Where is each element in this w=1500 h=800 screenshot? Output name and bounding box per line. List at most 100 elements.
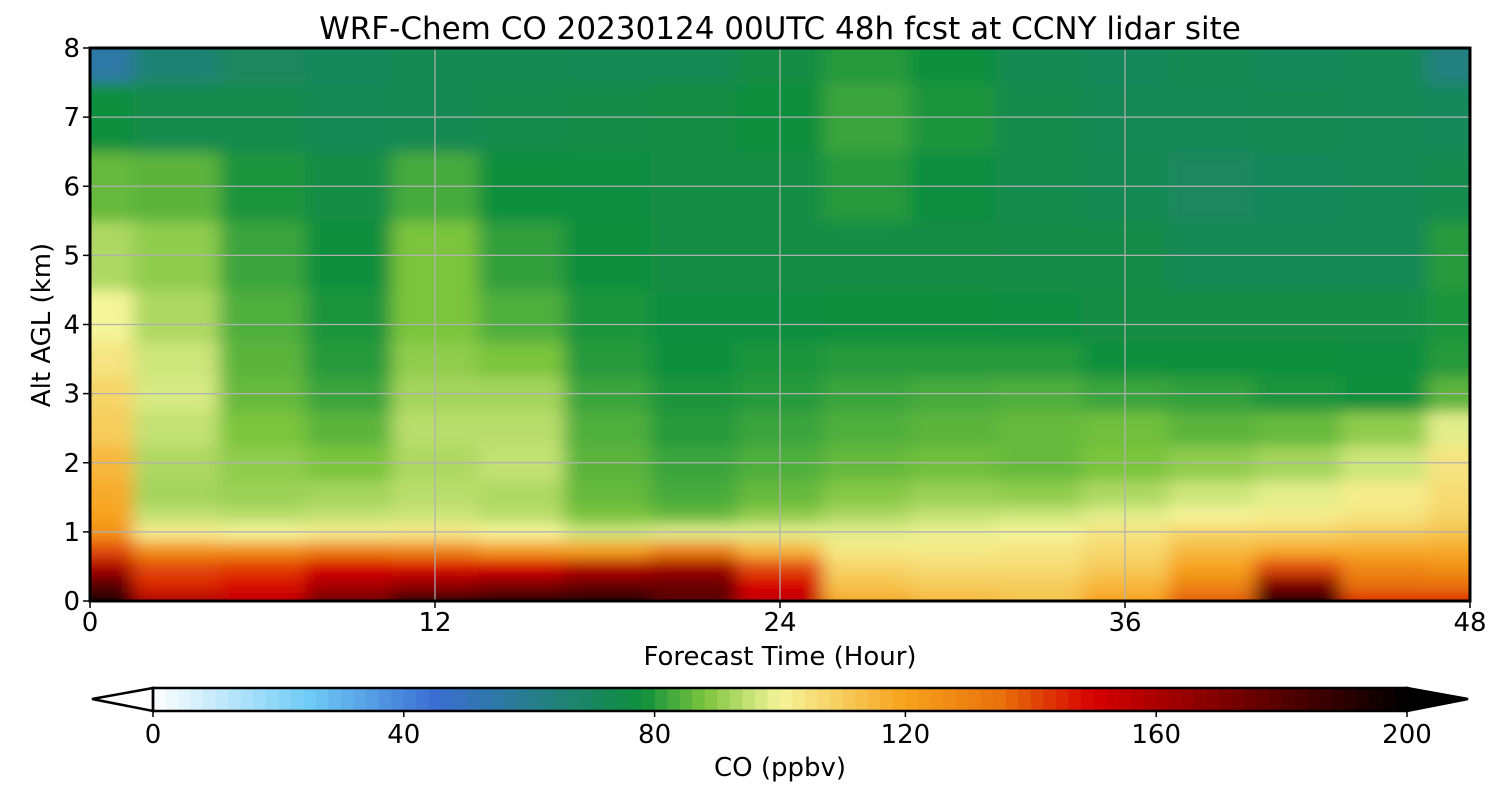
heatmap-cell xyxy=(823,410,911,447)
heatmap-cell xyxy=(305,592,393,601)
heatmap-cell xyxy=(478,540,566,559)
heatmap-cell xyxy=(1340,540,1428,559)
colorbar-segment xyxy=(1080,688,1095,711)
colorbar-tick-label: 80 xyxy=(638,720,671,750)
colorbar-segment xyxy=(190,688,204,711)
colorbar-segment xyxy=(416,688,430,711)
heatmap-cell xyxy=(133,506,221,525)
colorbar-segment xyxy=(1381,688,1396,711)
heatmap-cell xyxy=(1426,506,1470,525)
colorbar-segment xyxy=(1218,688,1233,711)
heatmap-cell xyxy=(305,410,393,447)
heatmap-cell xyxy=(219,557,307,576)
heatmap-cell xyxy=(1426,540,1470,559)
colorbar-segment xyxy=(943,688,957,711)
colorbar-segment xyxy=(1168,688,1182,711)
heatmap-cell xyxy=(909,48,997,84)
colorbar-segment xyxy=(178,688,192,711)
heatmap-cell xyxy=(823,540,911,559)
heatmap-cell xyxy=(650,506,738,525)
colorbar-segment xyxy=(1043,688,1057,711)
heatmap-cell xyxy=(1426,48,1470,84)
heatmap-cell xyxy=(219,506,307,525)
heatmap-cell xyxy=(1426,592,1470,601)
heatmap-cell xyxy=(909,289,997,343)
heatmap-cell xyxy=(995,289,1083,343)
colorbar-segment xyxy=(1030,688,1044,711)
heatmap-cell xyxy=(1168,480,1256,507)
heatmap-cell xyxy=(219,540,307,559)
heatmap-cell xyxy=(1168,341,1256,378)
heatmap-cell xyxy=(650,341,738,378)
heatmap-cell xyxy=(1168,592,1256,601)
heatmap-cell xyxy=(90,557,134,576)
colorbar-segment xyxy=(917,688,932,711)
colorbar-segment xyxy=(1319,688,1333,711)
heatmap-cell xyxy=(478,341,566,378)
heatmap-cell xyxy=(478,506,566,525)
colorbar-segment xyxy=(1256,688,1270,711)
colorbar-segment xyxy=(554,688,568,711)
heatmap-cell xyxy=(564,289,652,343)
colorbar-segment xyxy=(805,688,819,711)
heatmap-cell xyxy=(1168,48,1256,84)
y-tick-label: 3 xyxy=(63,380,80,410)
heatmap-cell xyxy=(1340,480,1428,507)
y-tick-label: 5 xyxy=(63,241,80,271)
colorbar-segment xyxy=(892,688,906,711)
colorbar-segment xyxy=(566,688,580,711)
heatmap-cell xyxy=(564,410,652,447)
colorbar-segment xyxy=(1306,688,1320,711)
heatmap-cell xyxy=(1340,48,1428,84)
heatmap-cell xyxy=(478,480,566,507)
heatmap-cell xyxy=(219,289,307,343)
colorbar-segment xyxy=(667,688,681,711)
heatmap-cell xyxy=(1426,557,1470,576)
x-axis-ticks: 0 12 24 36 48 xyxy=(82,601,1487,638)
colorbar-segment xyxy=(729,688,743,711)
colorbar-segment xyxy=(353,688,367,711)
colorbar-segment xyxy=(253,688,267,711)
heatmap-cell xyxy=(133,557,221,576)
heatmap-cell xyxy=(564,341,652,378)
colorbar-segment xyxy=(616,688,631,711)
heatmap-cell xyxy=(564,480,652,507)
y-tick-label: 1 xyxy=(63,518,80,548)
heatmap-cell xyxy=(995,540,1083,559)
heatmap-cell xyxy=(478,289,566,343)
colorbar-segment xyxy=(980,688,994,711)
heatmap-cell xyxy=(1426,480,1470,507)
heatmap-cell xyxy=(995,557,1083,576)
colorbar-segment xyxy=(516,688,530,711)
heatmap-cell xyxy=(823,557,911,576)
heatmap-cell xyxy=(564,506,652,525)
heatmap-cell xyxy=(995,341,1083,378)
colorbar-segment xyxy=(1231,688,1245,711)
heatmap-cell xyxy=(823,48,911,84)
colorbar-segment xyxy=(993,688,1007,711)
x-tick-label: 48 xyxy=(1453,608,1486,638)
heatmap-cell xyxy=(650,592,738,601)
colorbar-segment xyxy=(215,688,229,711)
heatmap-cell xyxy=(1426,410,1470,447)
colorbar-segment xyxy=(880,688,894,711)
heatmap-cell xyxy=(650,540,738,559)
heatmap-cell xyxy=(305,575,393,594)
colorbar-segment xyxy=(830,688,844,711)
heatmap-cell xyxy=(90,48,134,84)
colorbar-segment xyxy=(1294,688,1308,711)
heatmap-cell xyxy=(1426,341,1470,378)
x-tick-label: 12 xyxy=(418,608,451,638)
heatmap-cell xyxy=(995,48,1083,84)
colorbar-segment xyxy=(1005,688,1019,711)
heatmap-cell xyxy=(90,506,134,525)
colorbar-segment xyxy=(441,688,455,711)
heatmap-cell xyxy=(305,289,393,343)
colorbar-segment xyxy=(679,688,693,711)
heatmap-cell xyxy=(650,557,738,576)
heatmap-cell xyxy=(219,341,307,378)
colorbar-segment xyxy=(529,688,543,711)
colorbar-segment xyxy=(867,688,881,711)
heatmap-cell xyxy=(305,48,393,84)
